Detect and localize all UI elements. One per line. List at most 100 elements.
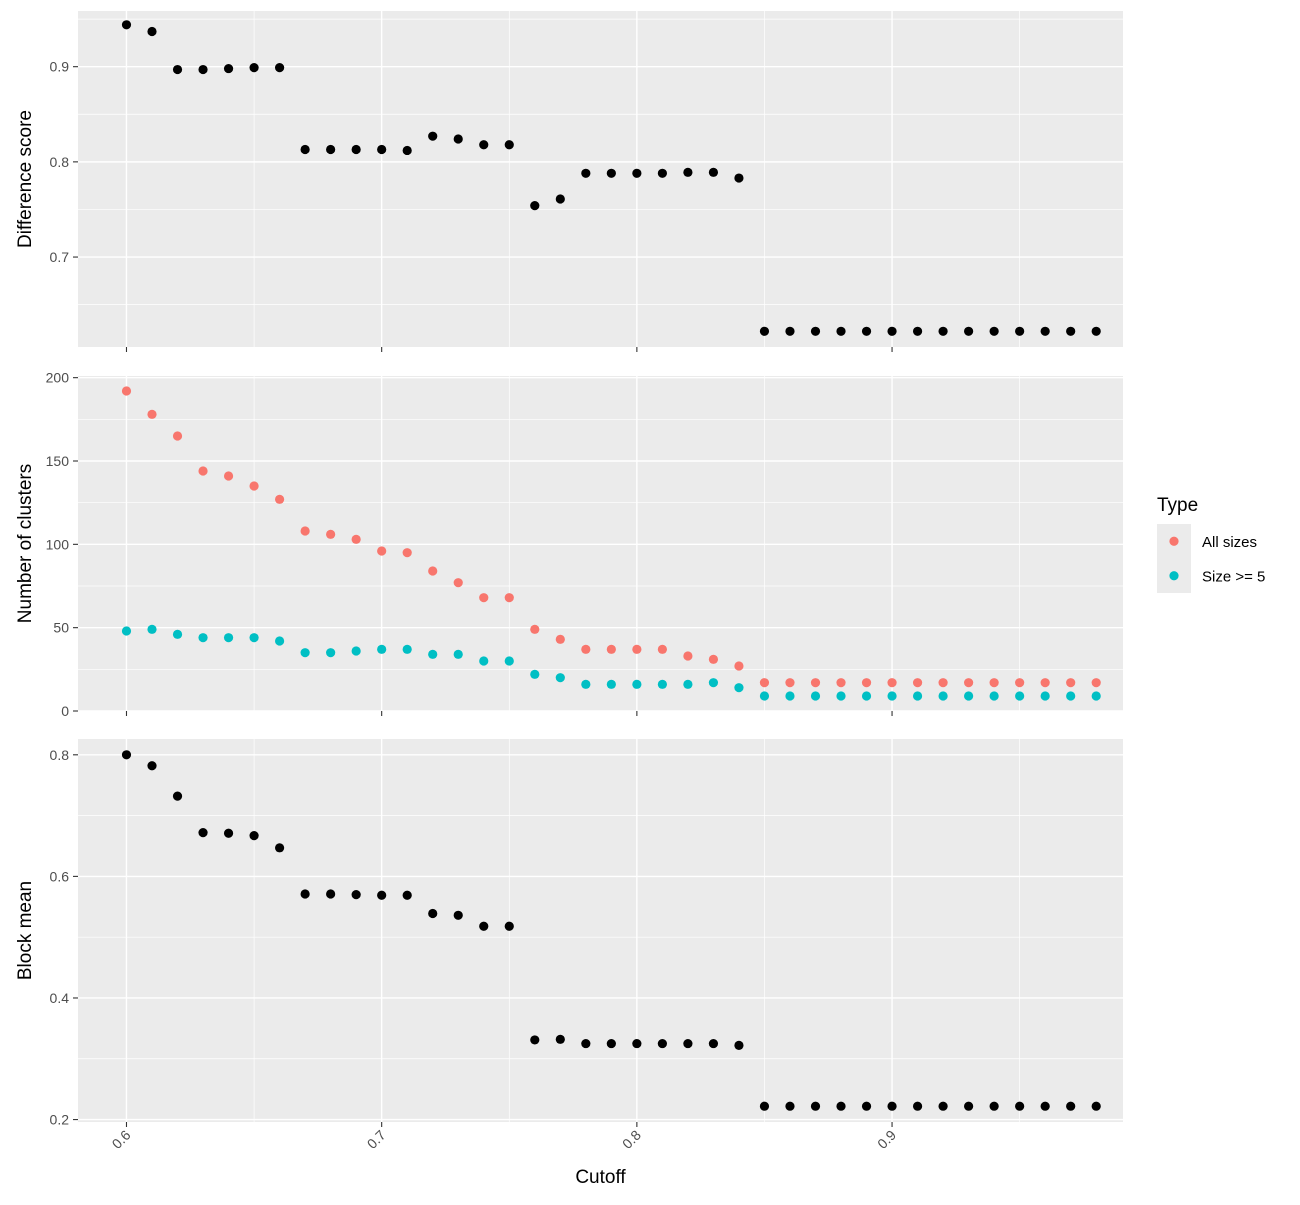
y-tick-label: 0.6 [50, 868, 70, 884]
data-point [402, 548, 412, 558]
data-point [759, 326, 770, 336]
data-point [377, 644, 387, 654]
data-point [964, 678, 974, 688]
data-point [1091, 691, 1101, 701]
data-point [836, 691, 846, 701]
data-point [989, 691, 999, 701]
data-point [810, 1101, 821, 1111]
data-point [121, 750, 132, 760]
data-point [274, 636, 285, 646]
data-point [530, 201, 540, 211]
data-point [989, 326, 999, 336]
data-point [172, 791, 183, 801]
data-point [734, 1040, 744, 1050]
panel-background [78, 739, 1123, 1122]
data-point [887, 678, 897, 688]
data-point [402, 890, 412, 900]
data-point [198, 633, 208, 643]
data-point [249, 633, 259, 643]
data-point [759, 691, 770, 701]
data-point [708, 654, 719, 664]
x-axis-title: Cutoff [575, 1167, 626, 1188]
data-point [326, 529, 336, 539]
data-point [606, 679, 616, 689]
data-point [453, 649, 463, 659]
legend-title: Type [1157, 495, 1198, 516]
data-point [581, 679, 591, 689]
data-point [734, 173, 744, 183]
data-point [300, 526, 310, 536]
data-point [734, 661, 744, 671]
data-point [223, 63, 234, 74]
panel-background [78, 11, 1123, 347]
data-point [249, 481, 259, 491]
data-point [785, 1101, 795, 1111]
y-tick-label: 0.8 [50, 747, 70, 763]
y-tick-label: 100 [46, 536, 70, 552]
data-point [683, 1038, 693, 1049]
data-point [657, 679, 667, 689]
data-point [683, 167, 693, 177]
data-point [964, 691, 974, 701]
data-point [274, 843, 285, 853]
data-point [504, 921, 514, 931]
data-point [708, 1038, 719, 1049]
data-point [861, 1101, 872, 1111]
legend-key-marker [1169, 571, 1179, 581]
data-point [912, 326, 923, 336]
data-point [377, 144, 387, 155]
x-tick-label: 0.8 [619, 1127, 644, 1152]
data-point [402, 644, 412, 654]
legend: Type All sizes Size >= 5 [1157, 495, 1265, 593]
x-tick-label: 0.9 [874, 1127, 899, 1152]
data-point [530, 669, 540, 679]
data-point [479, 140, 489, 150]
legend-label: Size >= 5 [1202, 569, 1265, 586]
data-point [223, 633, 234, 643]
data-point [479, 656, 489, 666]
data-point [810, 678, 821, 688]
data-point [708, 167, 719, 177]
data-point [912, 678, 923, 688]
y-tick-label: 0.4 [50, 990, 70, 1006]
data-point [861, 678, 872, 688]
data-point [632, 644, 642, 654]
y-axis-title: Number of clusters [15, 464, 36, 623]
data-point [606, 1038, 616, 1049]
panel-clusters: 0 50 100 150 200 Number of clusters [15, 370, 1123, 719]
data-point [453, 910, 463, 920]
data-point [1040, 691, 1050, 701]
data-point [683, 651, 693, 661]
data-point [147, 26, 157, 37]
data-point [810, 691, 821, 701]
data-point [632, 1038, 642, 1049]
y-tick-label: 0.7 [50, 249, 70, 265]
data-point [555, 634, 565, 644]
data-point [632, 168, 642, 178]
data-point [249, 63, 259, 73]
data-point [326, 889, 336, 899]
data-point [555, 194, 565, 204]
data-point [172, 431, 183, 441]
data-point [1015, 691, 1025, 701]
data-point [964, 1101, 974, 1111]
data-point [402, 145, 412, 156]
data-point [351, 890, 361, 900]
data-point [453, 578, 463, 588]
data-point [1015, 678, 1025, 688]
data-point [274, 494, 285, 504]
data-point [504, 140, 514, 150]
data-point [938, 691, 948, 701]
panel-background [78, 376, 1123, 711]
data-point [530, 1035, 540, 1045]
data-point [198, 828, 208, 838]
data-point [606, 644, 616, 654]
data-point [964, 326, 974, 336]
data-point [1066, 1101, 1076, 1111]
data-point [377, 890, 387, 900]
data-point [351, 646, 361, 656]
y-axis-title: Block mean [15, 881, 36, 980]
data-point [121, 626, 132, 636]
